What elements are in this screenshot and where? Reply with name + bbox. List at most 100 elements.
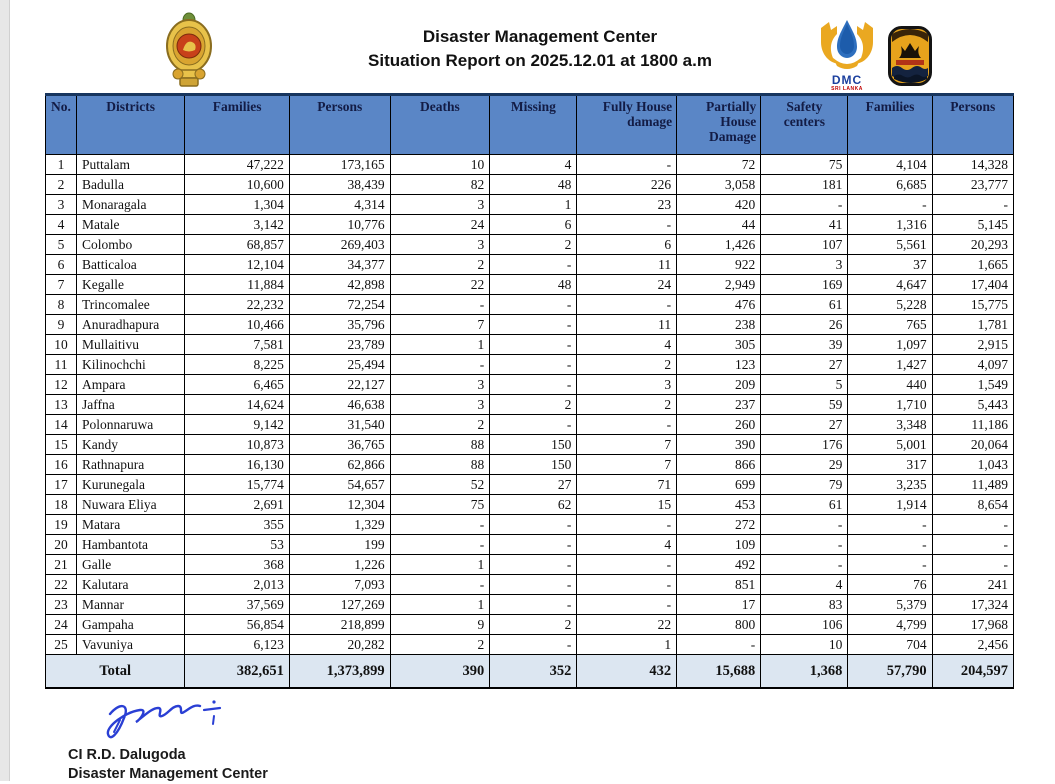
report-title-line2: Situation Report on 2025.12.01 at 1800 a… [368,51,712,70]
cell-value: 5,001 [847,434,933,455]
cell-value: 1,914 [847,494,933,515]
cell-value: 37,569 [184,594,290,615]
cell-value: 3,058 [676,174,762,195]
cell-value: 226 [576,174,678,195]
cell-value: 699 [676,474,762,495]
cell-value: 83 [760,594,849,615]
cell-row-number: 6 [45,254,77,275]
cell-value: 800 [676,614,762,635]
cell-value: 4 [576,334,678,355]
table-total-row: Total 382,651 1,373,899 390 352 432 15,688 1,36… [44,654,1015,689]
cell-row-number: 12 [45,374,77,395]
cell-value: 75 [760,154,849,175]
cell-value: - [576,214,678,235]
cell-value: 2 [489,234,578,255]
cell-row-number: 10 [45,334,77,355]
cell-value: 272 [676,514,762,535]
cell-district: Monaragala [75,194,186,215]
cell-value: 9 [389,614,491,635]
cell-row-number: 8 [45,294,77,315]
cell-value: 4,097 [931,354,1015,375]
cell-district: Vavuniya [75,634,186,655]
cell-value: 79 [760,474,849,495]
cell-value: 7 [576,434,678,455]
report-title: Disaster Management Center Situation Rep… [240,26,840,74]
column-header-no-: No. [45,93,77,155]
cell-value: 15,775 [931,294,1015,315]
cell-value: 3 [389,234,491,255]
table-row: 20 Hambantota 53 199- -4 109- - - [45,534,1015,555]
table-row: 5 Colombo 68,857 269,403 3 2 6 1,426 107 5,561 20,… [45,234,1015,255]
cell-value: 260 [676,414,762,435]
cell-value: - [389,574,491,595]
cell-row-number: 15 [45,434,77,455]
cell-value: 2,949 [676,274,762,295]
cell-value: - [489,374,578,395]
cell-value: - [760,534,849,555]
cell-value: 52 [389,474,491,495]
total-value: 204,597 [931,654,1015,689]
cell-value: 6,123 [184,634,290,655]
cell-row-number: 20 [45,534,77,555]
cell-value: 4 [576,534,678,555]
cell-value: 59 [760,394,849,415]
cell-value: 5 [760,374,849,395]
cell-value: 4,799 [847,614,933,635]
cell-value: 2 [489,614,578,635]
cell-value: 2 [389,634,491,655]
cell-value: 41 [760,214,849,235]
cell-district: Mullaitivu [75,334,186,355]
table-row: 9 Anuradhapura 10,466 35,796 7-11 238 26 765 1,7… [45,314,1015,335]
cell-value: 11,186 [931,414,1015,435]
cell-value: 10,873 [184,434,290,455]
cell-value: 39 [760,334,849,355]
column-header-missing: Missing [489,93,578,155]
cell-value: 317 [847,454,933,475]
cell-row-number: 2 [45,174,77,195]
cell-district: Kurunegala [75,474,186,495]
cell-value: 1,549 [931,374,1015,395]
cell-value: 269,403 [288,234,391,255]
cell-value: 8,654 [931,494,1015,515]
total-value: 352 [489,654,578,689]
table-row: 10 Mullaitivu 7,581 23,789 1-4 305 39 1,097 2,91… [45,334,1015,355]
cell-value: 2 [576,394,678,415]
cell-value: - [389,294,491,315]
cell-value: 106 [760,614,849,635]
cell-value: - [931,194,1015,215]
cell-value: - [489,414,578,435]
cell-row-number: 18 [45,494,77,515]
cell-value: 72 [676,154,762,175]
cell-value: 5,561 [847,234,933,255]
cell-row-number: 9 [45,314,77,335]
cell-row-number: 13 [45,394,77,415]
cell-row-number: 25 [45,634,77,655]
cell-value: 420 [676,194,762,215]
cell-value: - [676,634,762,655]
cell-district: Rathnapura [75,454,186,475]
cell-value: 23 [576,194,678,215]
column-header-fully-house-damage: Fully House damage [576,93,678,155]
cell-value: 492 [676,554,762,575]
cell-value: 368 [184,554,290,575]
cell-value: 29 [760,454,849,475]
cell-value: 2 [489,394,578,415]
cell-value: 22 [389,274,491,295]
cell-value: 199 [288,534,391,555]
cell-value: 10 [389,154,491,175]
cell-value: 851 [676,574,762,595]
cell-district: Batticaloa [75,254,186,275]
cell-value: 922 [676,254,762,275]
cell-value: 1,710 [847,394,933,415]
cell-value: 17,404 [931,274,1015,295]
cell-value: 355 [184,514,290,535]
cell-value: 48 [489,174,578,195]
total-value: 1,368 [760,654,849,689]
cell-value: - [489,314,578,335]
cell-value: 476 [676,294,762,315]
cell-value: 27 [760,414,849,435]
cell-value: 1 [389,334,491,355]
cell-value: 10,466 [184,314,290,335]
cell-value: 305 [676,334,762,355]
cell-value: 6,685 [847,174,933,195]
